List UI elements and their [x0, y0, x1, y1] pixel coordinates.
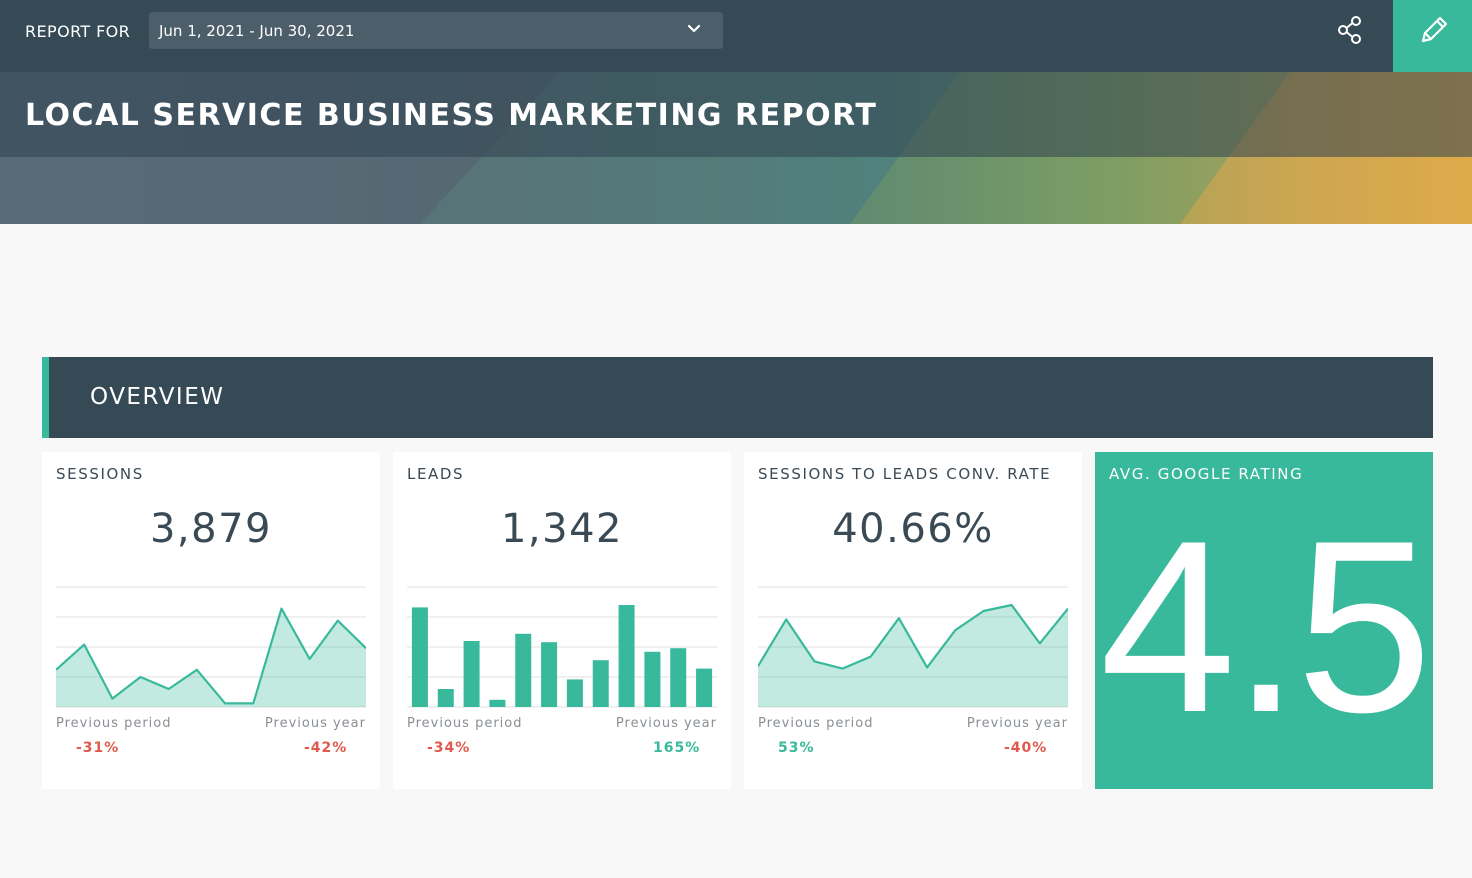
bar [592, 660, 609, 707]
card-value: 1,342 [500, 506, 623, 552]
previous-year-delta: -40% [1004, 740, 1048, 756]
banner-background [0, 72, 1472, 224]
edit-button[interactable] [1393, 0, 1472, 72]
bar [437, 689, 454, 707]
bar [411, 607, 428, 707]
card-value: 3,879 [149, 506, 272, 552]
previous-period-label: Previous period [758, 716, 874, 731]
bar [489, 699, 506, 707]
section-accent-bar [42, 357, 49, 438]
bar [541, 642, 558, 707]
conversion-rate-sparkline [758, 586, 1068, 708]
series-area [56, 608, 366, 707]
section-title: OVERVIEW [90, 384, 225, 410]
sessions-sparkline [56, 586, 366, 708]
conversion-rate-card[interactable]: SESSIONS TO LEADS CONV. RATE 40.66% Prev… [744, 452, 1082, 789]
previous-year-delta: 165% [653, 740, 701, 756]
bar [463, 641, 480, 707]
share-icon [1338, 16, 1361, 44]
previous-period-delta: 53% [778, 740, 815, 756]
card-title: LEADS [407, 465, 465, 483]
date-range-value: Jun 1, 2021 - Jun 30, 2021 [159, 22, 355, 40]
card-title: SESSIONS TO LEADS CONV. RATE [758, 465, 1052, 483]
overview-section-header: OVERVIEW [42, 357, 1433, 438]
previous-year-delta: -42% [304, 740, 348, 756]
previous-period-delta: -31% [76, 740, 120, 756]
leads-card[interactable]: LEADS 1,342 Previous period Previous yea… [393, 452, 731, 789]
bar [644, 651, 661, 707]
sessions-card[interactable]: SESSIONS 3,879 Previous period Previous … [42, 452, 380, 789]
google-rating-card[interactable]: AVG. GOOGLE RATING 4.5 [1095, 452, 1433, 789]
chevron-down-icon [687, 24, 701, 33]
bar [566, 679, 583, 707]
series-area [758, 605, 1068, 707]
top-bar: REPORT FOR Jun 1, 2021 - Jun 30, 2021 [0, 0, 1472, 72]
report-banner: LOCAL SERVICE BUSINESS MARKETING REPORT [0, 72, 1472, 224]
pencil-icon [1421, 16, 1448, 43]
bar [670, 648, 687, 707]
card-title: SESSIONS [56, 465, 144, 483]
previous-year-label: Previous year [966, 716, 1068, 731]
previous-period-label: Previous period [56, 716, 172, 731]
series-line [758, 603, 1068, 670]
bar [696, 668, 713, 707]
report-for-label: REPORT FOR [25, 22, 131, 41]
leads-bar-chart [407, 586, 717, 708]
share-button[interactable] [1332, 12, 1368, 48]
bar [618, 605, 635, 707]
bar [515, 633, 532, 707]
rating-value: 4.5 [1099, 489, 1433, 763]
previous-year-label: Previous year [264, 716, 366, 731]
card-value: 40.66% [832, 506, 994, 552]
date-range-select[interactable]: Jun 1, 2021 - Jun 30, 2021 [149, 12, 723, 49]
series-line [56, 607, 366, 705]
previous-period-delta: -34% [427, 740, 471, 756]
card-title: AVG. GOOGLE RATING [1109, 465, 1304, 483]
previous-year-label: Previous year [615, 716, 717, 731]
page-title: LOCAL SERVICE BUSINESS MARKETING REPORT [25, 98, 878, 133]
previous-period-label: Previous period [407, 716, 523, 731]
